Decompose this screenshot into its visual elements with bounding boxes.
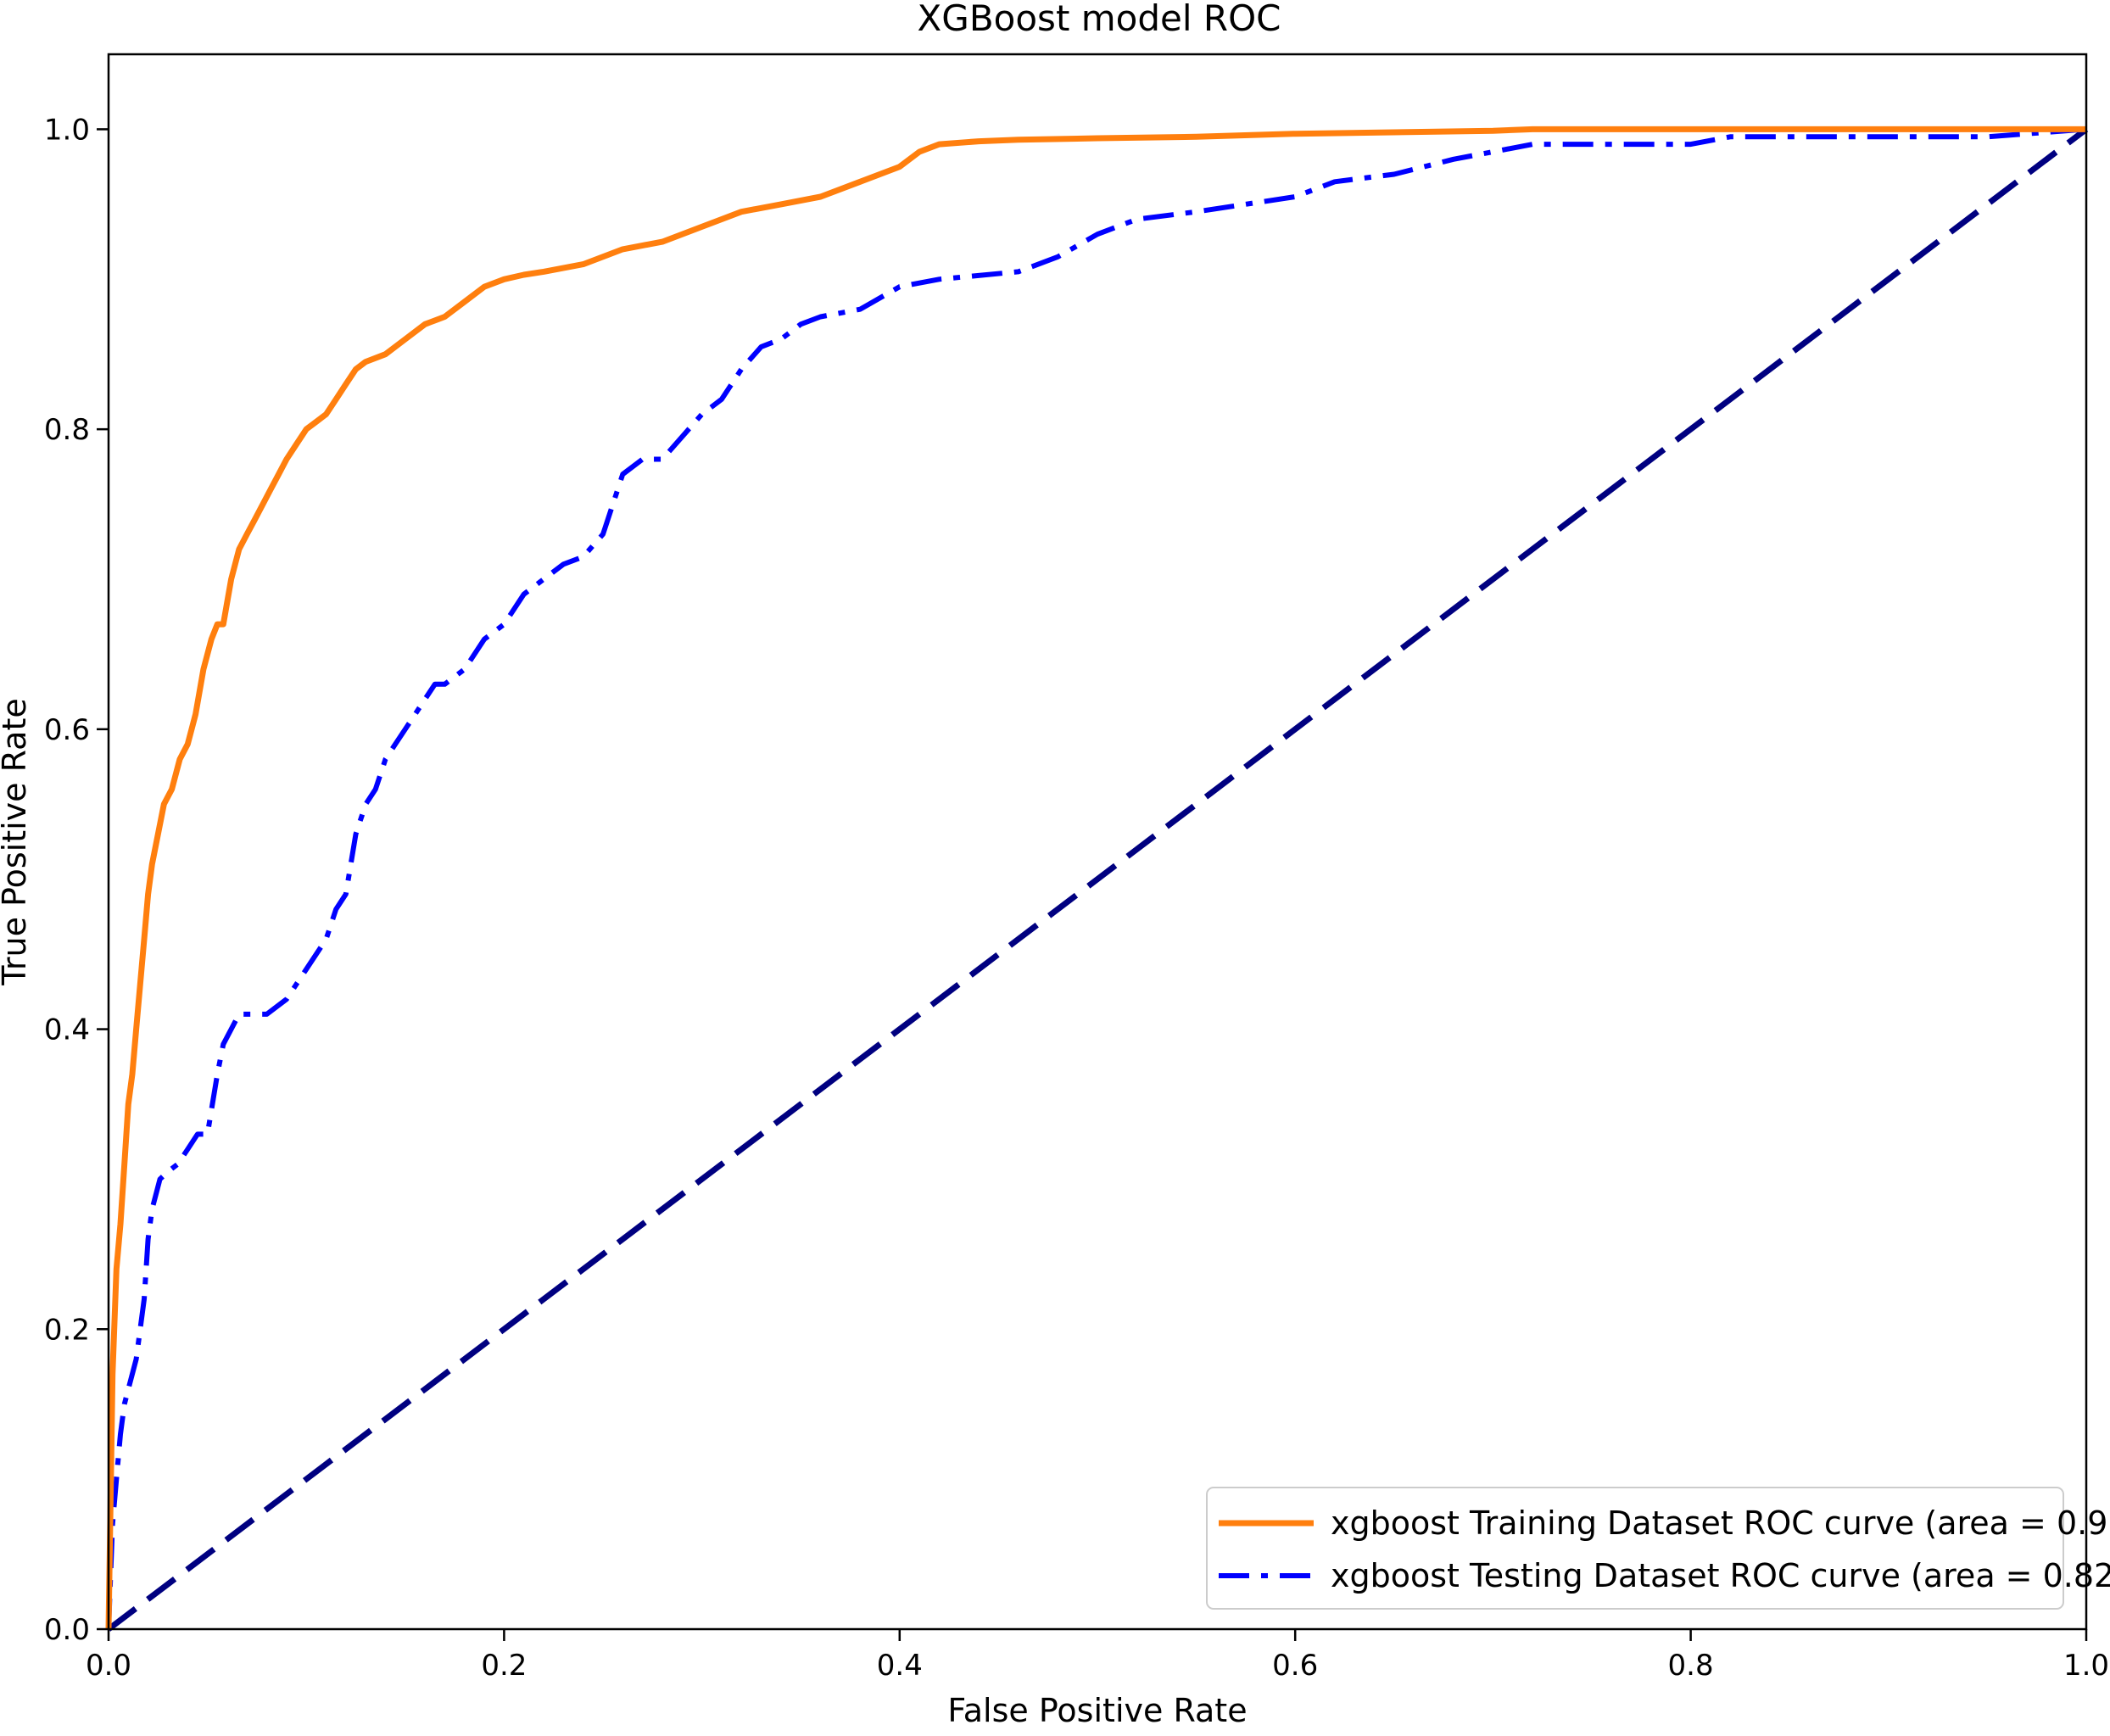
x-tick-label: 0.0 <box>86 1649 131 1683</box>
x-tick-label: 0.6 <box>1272 1649 1318 1683</box>
plot-lines <box>105 126 2089 1632</box>
legend: xgboost Training Dataset ROC curve (area… <box>1206 1487 2110 1610</box>
legend-box <box>1206 1487 2064 1610</box>
chart-title: XGBoost model ROC <box>918 0 1281 39</box>
y-tick-label: 0.6 <box>44 713 90 747</box>
legend-entry-0: xgboost Training Dataset ROC curve (area… <box>1331 1504 2110 1542</box>
y-tick-label: 0.4 <box>44 1013 90 1047</box>
y-tick-label: 1.0 <box>44 113 90 147</box>
y-axis-label: True Positive Rate <box>0 698 33 986</box>
x-tick-label: 0.8 <box>1668 1649 1714 1683</box>
x-axis-label: False Positive Rate <box>947 1692 1247 1729</box>
axis-ticks: 0.0 0.2 0.4 0.6 0.8 1.0 0.0 0.2 0.4 0.6 0.8 1.0 <box>44 113 2109 1683</box>
x-tick-label: 0.4 <box>877 1649 923 1683</box>
legend-entry-1: xgboost Testing Dataset ROC curve (area … <box>1331 1557 2110 1594</box>
plot-frame <box>107 53 2088 1631</box>
series-line-1 <box>106 126 2087 1630</box>
y-tick-label: 0.2 <box>44 1313 90 1347</box>
x-tick-label: 0.2 <box>481 1649 527 1683</box>
x-tick-label: 1.0 <box>2063 1649 2109 1683</box>
y-tick-label: 0.8 <box>44 413 90 447</box>
y-tick-label: 0.0 <box>44 1613 90 1647</box>
series-line-2 <box>106 126 2089 1632</box>
series-line-0 <box>105 126 2086 1630</box>
